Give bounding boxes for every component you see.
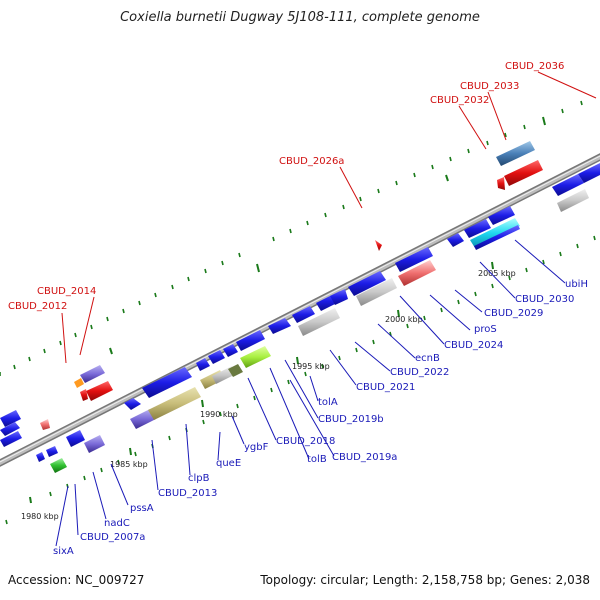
gene-block: [552, 174, 584, 196]
gene-label: CBUD_2012: [8, 301, 67, 312]
scale-labels: 1980 kbp 1985 kbp 1990 kbp 1995 kbp 2000…: [21, 269, 516, 521]
gene-label: CBUD_2030: [515, 294, 574, 305]
gene-block: [496, 141, 535, 166]
scale-label: 2000 kbp: [385, 315, 423, 324]
gene-label: CBUD_2007a: [80, 532, 145, 543]
trna-mark: [375, 240, 382, 251]
gene-block: [395, 247, 433, 272]
gene-block: [298, 308, 340, 336]
gene-block: [36, 452, 45, 462]
gene-label: CBUD_2033: [460, 81, 519, 92]
gene-block: [464, 219, 491, 238]
gene-label: CBUD_2029: [484, 308, 543, 319]
gene-label: CBUD_2014: [37, 286, 96, 297]
trna-mark: [497, 177, 505, 190]
gene-block: [196, 358, 210, 371]
gene-label: queE: [216, 458, 241, 469]
scale-label: 2005 kbp: [478, 269, 516, 278]
topology-label: Topology: circular; Length: 2,158,758 bp…: [260, 573, 590, 587]
map-title: Coxiella burnetii Dugway 5J108-111, comp…: [120, 10, 480, 25]
gene-block: [124, 398, 141, 410]
gene-label: ygbF: [244, 442, 269, 453]
gene-block: [223, 344, 238, 357]
gene-label: CBUD_2019b: [318, 414, 384, 425]
gene-label: CBUD_2032: [430, 95, 489, 106]
gene-block: [208, 350, 225, 364]
trna-mark: [40, 419, 50, 430]
gene-block: [470, 218, 520, 248]
gene-block: [74, 378, 84, 388]
scale-label: 1985 kbp: [110, 460, 148, 469]
gene-block: [84, 435, 105, 453]
gene-block: [0, 410, 21, 427]
gene-block: [236, 330, 265, 351]
gene-label: tolB: [307, 454, 327, 465]
gene-block: [504, 160, 543, 186]
gene-block: [0, 431, 22, 447]
gene-label: CBUD_2036: [505, 61, 564, 72]
gene-block: [268, 318, 291, 334]
gene-block: [447, 233, 464, 247]
gene-label: CBUD_2026a: [279, 156, 344, 167]
gene-label: CBUD_2021: [356, 382, 415, 393]
scale-label: 1995 kbp: [292, 362, 330, 371]
gene-block: [474, 225, 520, 250]
gene-block: [46, 446, 58, 457]
gene-block: [348, 271, 386, 296]
gene-labels: sixA CBUD_2007a nadC pssA CBUD_2013 clpB…: [8, 61, 588, 557]
gene-block: [488, 206, 515, 225]
gene-block: [130, 409, 156, 429]
gene-label: pssA: [130, 503, 154, 514]
forward-features: [0, 141, 600, 447]
gene-block: [292, 306, 315, 323]
gene-block: [228, 364, 243, 377]
genome-backbone: [0, 153, 600, 467]
gene-block: [80, 365, 105, 383]
gene-label: clpB: [188, 473, 210, 484]
gene-block: [240, 346, 271, 368]
gene-label: tolA: [318, 397, 338, 408]
gene-block: [356, 278, 397, 306]
gene-label: CBUD_2018: [276, 436, 335, 447]
gene-block: [398, 260, 436, 286]
scale-label: 1990 kbp: [200, 410, 238, 419]
gene-block: [0, 422, 20, 436]
red-leader-lines: [61, 71, 597, 364]
outer-dotted-ring: [0, 100, 583, 376]
gene-label: sixA: [53, 546, 74, 557]
gene-label: ubiH: [565, 279, 588, 290]
gene-block: [142, 367, 192, 398]
gene-label: ecnB: [415, 353, 440, 364]
gene-block: [86, 381, 113, 401]
gene-block: [50, 458, 67, 473]
accession-label: Accession: NC_009727: [8, 573, 145, 587]
gene-block: [148, 387, 201, 420]
gene-block: [557, 189, 589, 212]
gene-label: CBUD_2013: [158, 488, 217, 499]
gene-block: [66, 430, 85, 447]
gene-block: [330, 289, 348, 305]
scale-label: 1980 kbp: [21, 512, 59, 521]
gene-block: [80, 389, 88, 401]
gene-block: [578, 163, 600, 183]
gene-label: proS: [474, 324, 497, 335]
gene-label: CBUD_2022: [390, 367, 449, 378]
gene-label: nadC: [104, 518, 130, 529]
gene-label: CBUD_2019a: [332, 452, 397, 463]
reverse-features: [0, 189, 589, 473]
inner-dotted-ring: [5, 235, 596, 525]
gene-label: CBUD_2024: [444, 340, 503, 351]
blue-leader-lines: [55, 239, 566, 547]
